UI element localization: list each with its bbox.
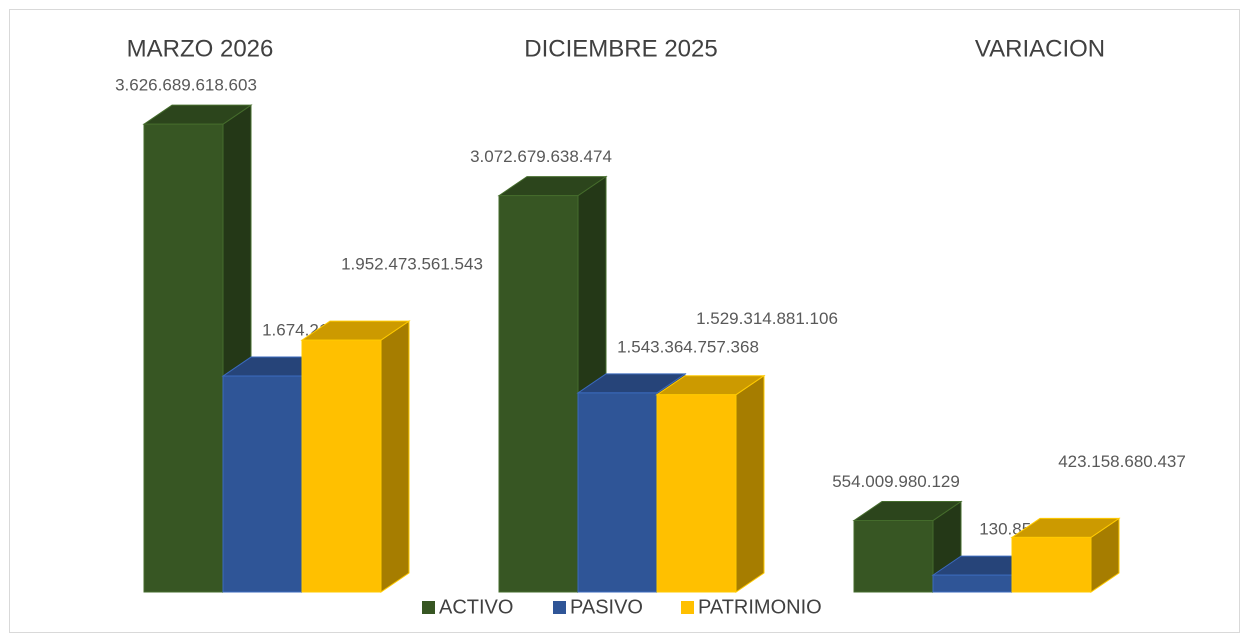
value-label: 423.158.680.437 — [1058, 452, 1186, 471]
legend-label: ACTIVO — [439, 596, 513, 618]
legend-swatch — [553, 601, 566, 614]
bar-front — [577, 392, 658, 593]
value-label: 3.072.679.638.474 — [470, 147, 612, 166]
category-title: VARIACION — [975, 35, 1105, 62]
category-title: DICIEMBRE 2025 — [524, 35, 717, 62]
value-label: 1.952.473.561.543 — [341, 255, 483, 274]
bar-front — [222, 375, 303, 593]
bar — [655, 374, 766, 593]
category-title: MARZO 2026 — [127, 35, 274, 62]
bar-side — [380, 320, 410, 593]
bar — [852, 500, 963, 593]
legend-swatch — [422, 601, 435, 614]
bar-front — [301, 339, 382, 593]
legend-swatch — [681, 601, 694, 614]
value-label: 1.543.364.757.368 — [617, 337, 759, 356]
legend-label: PATRIMONIO — [698, 596, 822, 618]
value-label: 554.009.980.129 — [832, 472, 960, 491]
bar — [1010, 517, 1121, 593]
bar-front — [656, 394, 737, 593]
bar-front — [853, 520, 934, 593]
value-label: 3.626.689.618.603 — [115, 76, 257, 95]
bar-front — [1011, 536, 1092, 593]
bar-front — [932, 574, 1013, 593]
bar-front — [143, 123, 224, 593]
value-label: 1.529.314.881.106 — [696, 309, 838, 328]
legend-label: PASIVO — [570, 596, 643, 618]
bar-side — [735, 374, 765, 593]
bar — [300, 320, 411, 593]
bar-front — [498, 195, 579, 593]
